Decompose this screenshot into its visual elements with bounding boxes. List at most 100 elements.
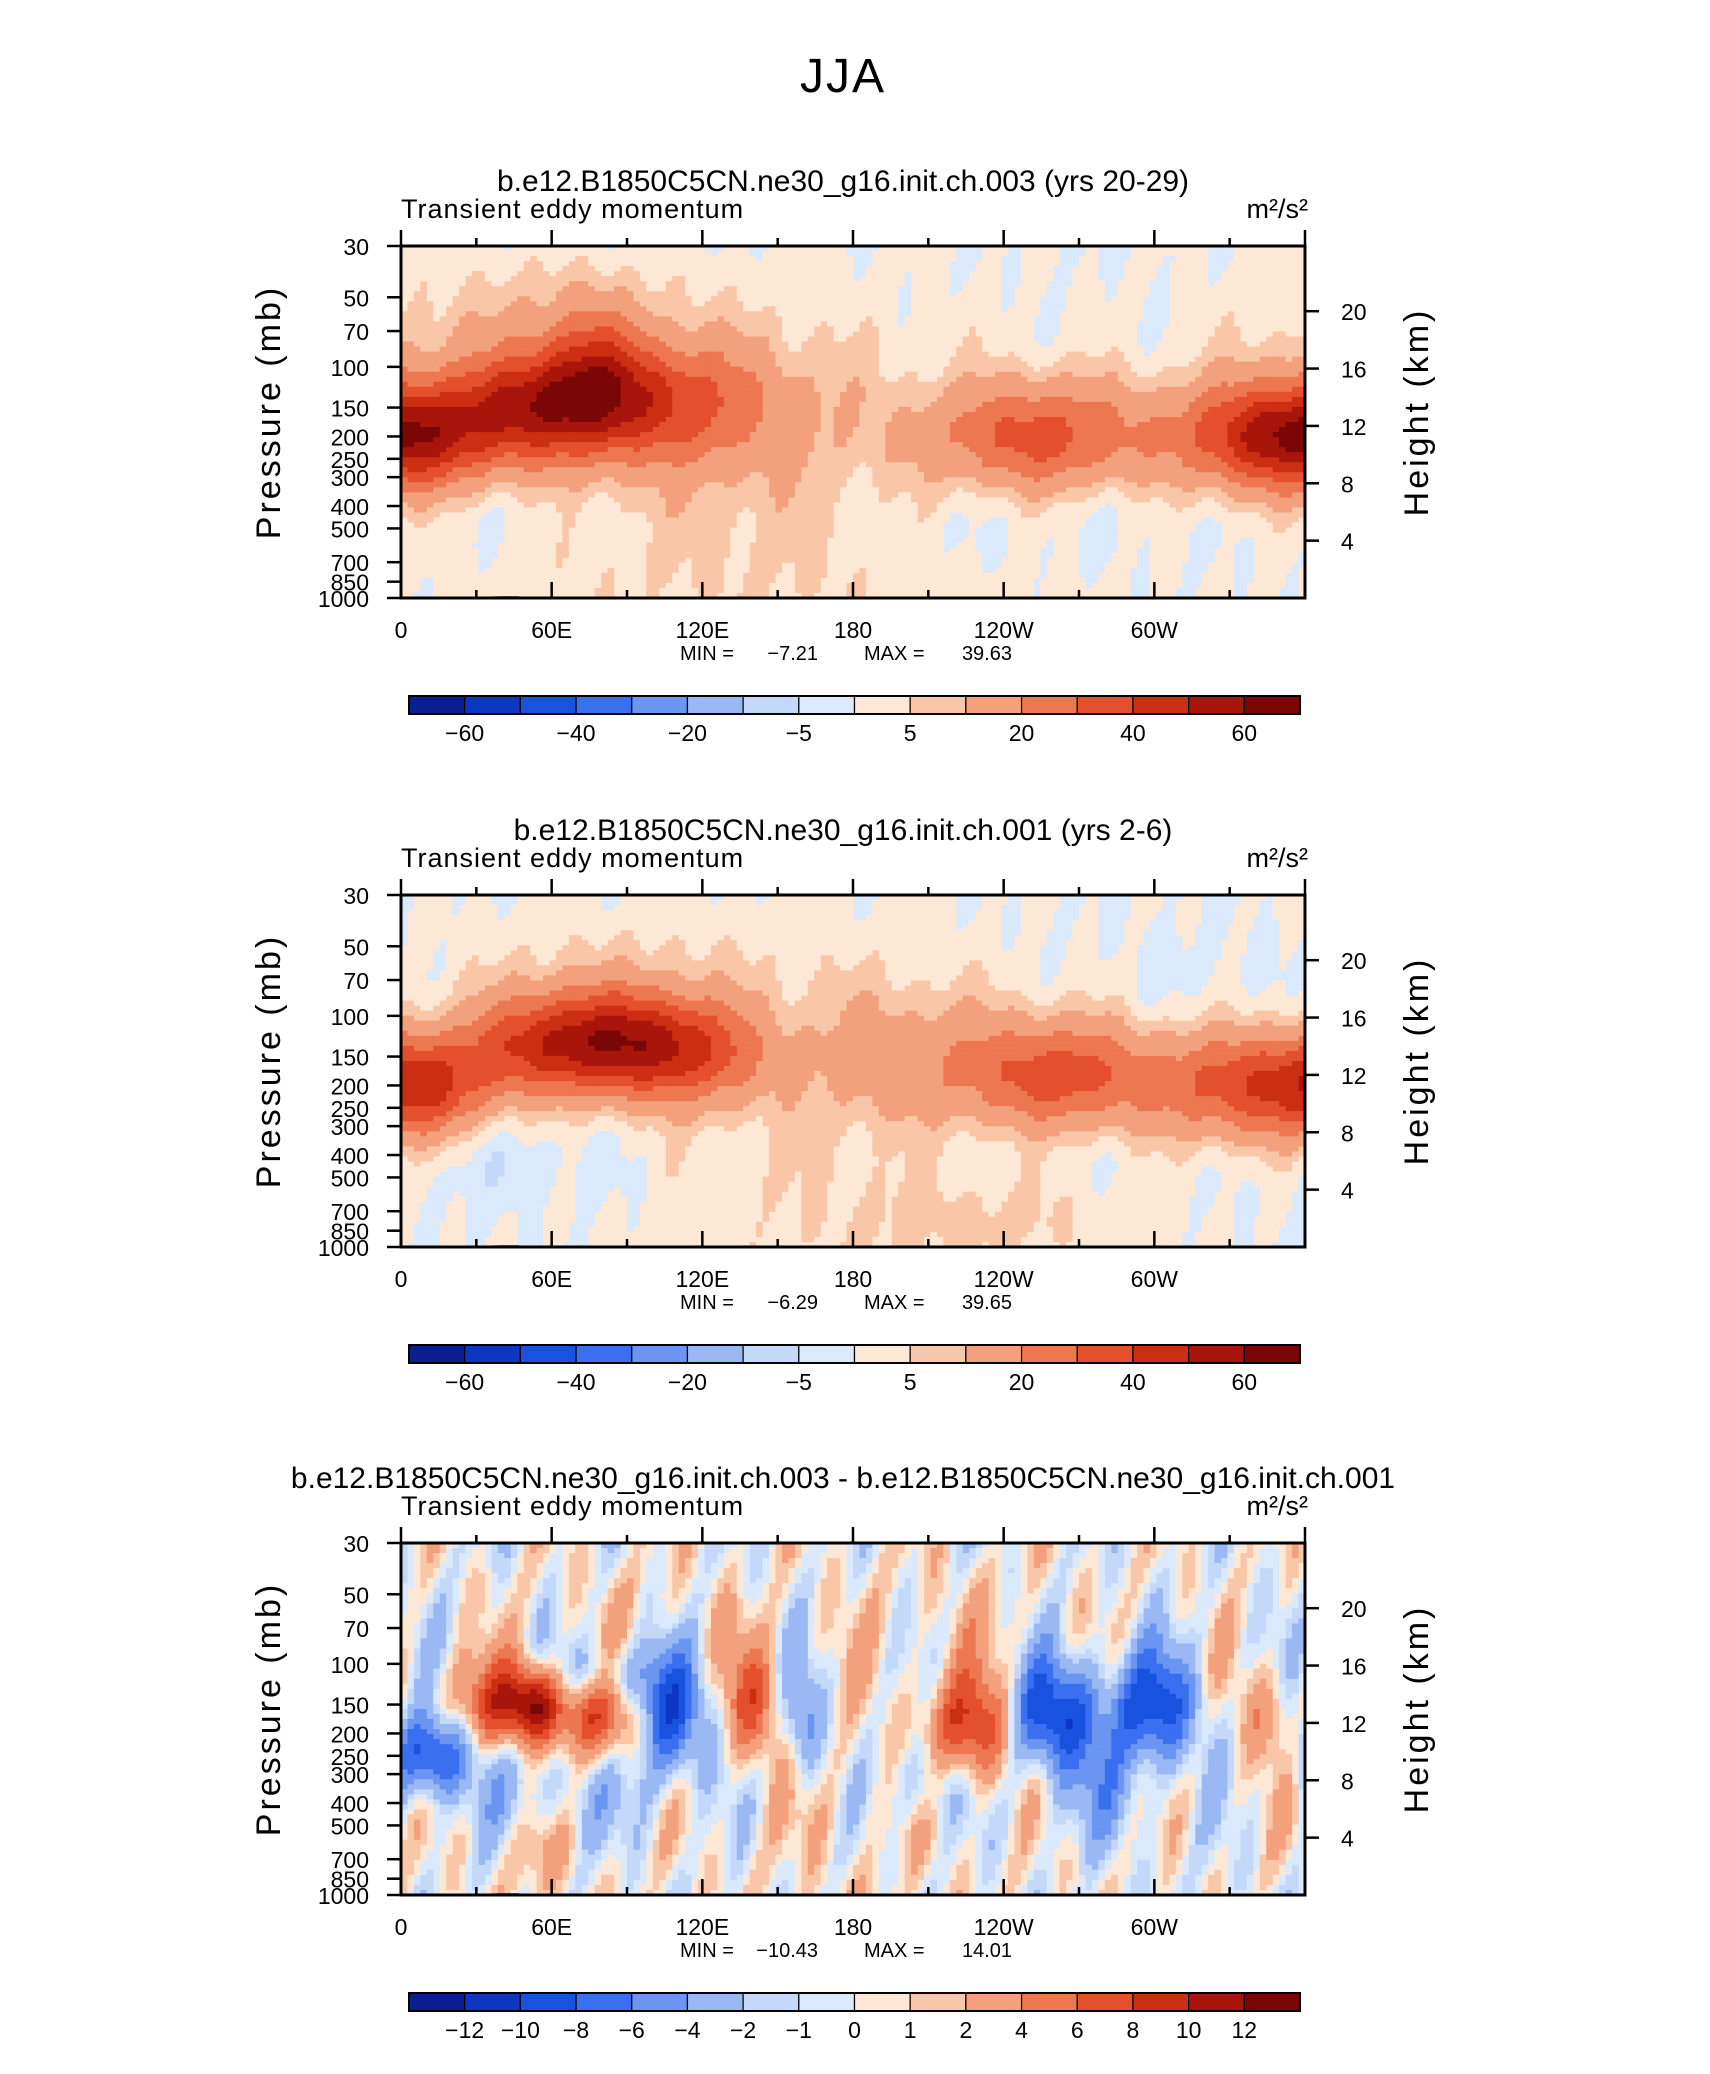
colorbar-label: 1 bbox=[904, 2017, 917, 2043]
units-label: m²/s² bbox=[1247, 1491, 1308, 1521]
x-tick-label: 60W bbox=[1131, 1914, 1179, 1940]
colorbar-swatch bbox=[520, 1345, 576, 1363]
height-tick-label: 8 bbox=[1341, 1120, 1354, 1146]
x-tick-label: 60W bbox=[1131, 617, 1179, 643]
height-tick-label: 12 bbox=[1341, 1063, 1367, 1089]
height-tick-label: 20 bbox=[1341, 299, 1367, 325]
y-tick-label: 30 bbox=[343, 1531, 369, 1557]
colorbar-swatch bbox=[799, 1345, 855, 1363]
colorbar-label: −20 bbox=[668, 720, 707, 746]
colorbar: −12 −10 −8 −6 −4 −2 −1 0 1 2 4 6 8 10 12 bbox=[409, 1993, 1300, 2043]
colorbar-label: −5 bbox=[786, 720, 812, 746]
colorbar-label: −60 bbox=[445, 720, 484, 746]
max-label: MAX = bbox=[864, 1292, 925, 1314]
colorbar-swatch bbox=[687, 696, 743, 714]
min-value: −7.21 bbox=[767, 643, 818, 665]
y-tick-label: 1000 bbox=[318, 586, 369, 612]
height-tick-label: 4 bbox=[1341, 1826, 1354, 1852]
y-axis-label: Pressure (mb) bbox=[250, 1582, 288, 1836]
x-tick-label: 60E bbox=[531, 617, 572, 643]
colorbar-label: −40 bbox=[557, 720, 596, 746]
colorbar-label: 40 bbox=[1120, 720, 1146, 746]
height-tick-label: 16 bbox=[1341, 357, 1367, 383]
colorbar-swatch bbox=[910, 1993, 966, 2011]
height-tick-label: 16 bbox=[1341, 1654, 1367, 1680]
variable-label: Transient eddy momentum bbox=[401, 194, 744, 224]
colorbar-label: 12 bbox=[1232, 2017, 1258, 2043]
min-value: −10.43 bbox=[756, 1940, 818, 1962]
colorbar-label: 60 bbox=[1232, 720, 1258, 746]
colorbar-swatch bbox=[576, 1993, 632, 2011]
colorbar-swatch bbox=[632, 696, 688, 714]
colorbar-swatch bbox=[1022, 1993, 1078, 2011]
colorbar-swatch bbox=[1189, 1993, 1245, 2011]
colorbar-label: −12 bbox=[445, 2017, 484, 2043]
x-tick-label: 180 bbox=[834, 1266, 872, 1292]
height-tick-label: 12 bbox=[1341, 1711, 1367, 1737]
colorbar-label: −5 bbox=[786, 1369, 812, 1395]
colorbar-swatch bbox=[1189, 1345, 1245, 1363]
height-tick-label: 16 bbox=[1341, 1006, 1367, 1032]
x-tick-label: 0 bbox=[395, 617, 408, 643]
x-tick-label: 120W bbox=[974, 1266, 1034, 1292]
y-axis-label-right: Height (km) bbox=[1398, 957, 1436, 1166]
contour-field bbox=[401, 246, 1306, 599]
colorbar-label: 20 bbox=[1009, 720, 1035, 746]
x-tick-label: 60E bbox=[531, 1266, 572, 1292]
max-value: 14.01 bbox=[962, 1940, 1012, 1962]
y-tick-label: 70 bbox=[343, 1616, 369, 1642]
x-tick-label: 60E bbox=[531, 1914, 572, 1940]
height-tick-label: 4 bbox=[1341, 529, 1354, 555]
panel-3: b.e12.B1850C5CN.ne30_g16.init.ch.003 - b… bbox=[250, 1462, 1436, 2043]
height-tick-label: 20 bbox=[1341, 1596, 1367, 1622]
colorbar-label: 2 bbox=[959, 2017, 972, 2043]
x-tick-label: 120W bbox=[974, 617, 1034, 643]
colorbar-label: −1 bbox=[786, 2017, 812, 2043]
height-tick-label: 8 bbox=[1341, 1768, 1354, 1794]
units-label: m²/s² bbox=[1247, 194, 1308, 224]
units-label: m²/s² bbox=[1247, 843, 1308, 873]
y-tick-label: 500 bbox=[331, 1813, 369, 1839]
panel-2: b.e12.B1850C5CN.ne30_g16.init.ch.001 (yr… bbox=[250, 814, 1436, 1395]
y-axis-left: 3050701001502002503004005007008501000Pre… bbox=[250, 883, 401, 1261]
colorbar-swatch bbox=[799, 1993, 855, 2011]
height-tick-label: 12 bbox=[1341, 414, 1367, 440]
max-value: 39.65 bbox=[962, 1292, 1012, 1314]
y-tick-label: 300 bbox=[331, 465, 369, 491]
y-tick-label: 70 bbox=[343, 968, 369, 994]
colorbar-swatch bbox=[966, 1345, 1022, 1363]
y-axis-left: 3050701001502002503004005007008501000Pre… bbox=[250, 234, 401, 612]
x-tick-label: 120E bbox=[675, 1914, 729, 1940]
colorbar-swatch bbox=[799, 696, 855, 714]
colorbar-swatch bbox=[855, 1993, 911, 2011]
figure-title: JJA bbox=[800, 50, 886, 103]
colorbar-swatch bbox=[1133, 1345, 1189, 1363]
colorbar-swatch bbox=[520, 696, 576, 714]
colorbar-swatch bbox=[576, 696, 632, 714]
colorbar-label: −8 bbox=[563, 2017, 589, 2043]
y-tick-label: 50 bbox=[343, 1582, 369, 1608]
colorbar-swatch bbox=[465, 696, 521, 714]
colorbar-swatch bbox=[1077, 696, 1133, 714]
colorbar-label: 6 bbox=[1071, 2017, 1084, 2043]
colorbar: −60 −40 −20 −5 5 20 40 60 bbox=[409, 1345, 1300, 1395]
colorbar-swatch bbox=[743, 1993, 799, 2011]
colorbar-label: 0 bbox=[848, 2017, 861, 2043]
y-tick-label: 50 bbox=[343, 285, 369, 311]
colorbar-swatch bbox=[409, 1993, 465, 2011]
y-axis-label: Pressure (mb) bbox=[250, 934, 288, 1188]
min-label: MIN = bbox=[680, 1292, 734, 1314]
colorbar-label: −4 bbox=[674, 2017, 700, 2043]
min-label: MIN = bbox=[680, 1940, 734, 1962]
y-tick-label: 500 bbox=[331, 516, 369, 542]
min-max: MIN = −6.29 MAX = 39.65 bbox=[680, 1292, 1012, 1314]
y-tick-label: 1000 bbox=[318, 1883, 369, 1909]
colorbar-swatch bbox=[409, 696, 465, 714]
y-tick-label: 100 bbox=[331, 1652, 369, 1678]
min-max: MIN = −7.21 MAX = 39.63 bbox=[680, 643, 1012, 665]
panel-1: b.e12.B1850C5CN.ne30_g16.init.ch.003 (yr… bbox=[250, 165, 1436, 746]
max-label: MAX = bbox=[864, 1940, 925, 1962]
